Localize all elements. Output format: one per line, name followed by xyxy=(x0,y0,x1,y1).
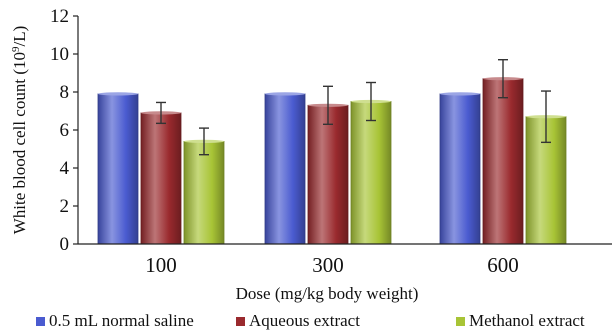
legend: 0.5 mL normal saline Aqueous extract Met… xyxy=(0,311,616,333)
y-tick-label: 8 xyxy=(60,82,70,103)
legend-item-aqueous: Aqueous extract xyxy=(236,311,360,331)
x-axis-title: Dose (mg/kg body weight) xyxy=(236,284,419,303)
bar-100-series-0 xyxy=(97,93,139,245)
y-tick-label: 4 xyxy=(60,158,70,179)
bar-100-series-2 xyxy=(183,140,225,245)
bar-600-series-0 xyxy=(439,93,481,245)
bar-300-series-1 xyxy=(307,104,349,245)
error-bars xyxy=(156,59,551,156)
y-tick-label: 0 xyxy=(60,234,70,255)
legend-swatch-aqueous xyxy=(236,316,245,326)
y-axis-title-main: White blood cell count (10 xyxy=(10,52,29,234)
y-axis-title-superscript: 9 xyxy=(10,46,22,52)
legend-item-methanol: Methanol extract xyxy=(456,311,585,331)
y-axis-title-text: White blood cell count (109/L) xyxy=(10,26,29,235)
y-axis-title: White blood cell count (109/L) xyxy=(10,26,29,235)
x-tick-label: 100 xyxy=(145,253,177,277)
bar-top-highlight xyxy=(265,92,305,96)
bar-300-series-2 xyxy=(350,101,392,245)
error-bar-100-series-1 xyxy=(156,101,166,125)
y-tick-label: 2 xyxy=(60,196,70,217)
error-bar-300-series-1 xyxy=(323,85,333,126)
legend-label-methanol: Methanol extract xyxy=(469,311,585,330)
legend-swatch-saline xyxy=(36,316,45,326)
legend-item-saline: 0.5 mL normal saline xyxy=(36,311,194,331)
y-axis-title-tail: /L) xyxy=(10,26,29,47)
legend-label-saline: 0.5 mL normal saline xyxy=(49,311,194,330)
bar-top-highlight xyxy=(98,92,138,96)
y-axis-ticks: 0 2 4 6 8 10 12 xyxy=(50,6,78,255)
bar-100-series-1 xyxy=(140,112,182,245)
bar-600-series-1 xyxy=(482,78,524,245)
bar-top-highlight xyxy=(440,92,480,96)
x-axis-ticks: 100 300 600 xyxy=(145,253,519,277)
x-tick-label: 600 xyxy=(487,253,519,277)
y-tick-label: 12 xyxy=(50,6,69,27)
bar-300-series-0 xyxy=(264,93,306,245)
x-tick-label: 300 xyxy=(312,253,344,277)
bar-chart: White blood cell count (109/L) 0 2 4 6 8 10 12… xyxy=(10,6,612,303)
error-bar-300-series-2 xyxy=(366,81,376,122)
error-bar-600-series-2 xyxy=(541,90,551,144)
y-tick-label: 6 xyxy=(60,120,70,141)
error-bar-600-series-1 xyxy=(498,59,508,99)
legend-label-aqueous: Aqueous extract xyxy=(249,311,360,330)
error-bar-100-series-2 xyxy=(199,127,209,156)
legend-swatch-methanol xyxy=(456,316,465,326)
bars xyxy=(97,77,567,245)
y-tick-label: 10 xyxy=(50,44,69,65)
